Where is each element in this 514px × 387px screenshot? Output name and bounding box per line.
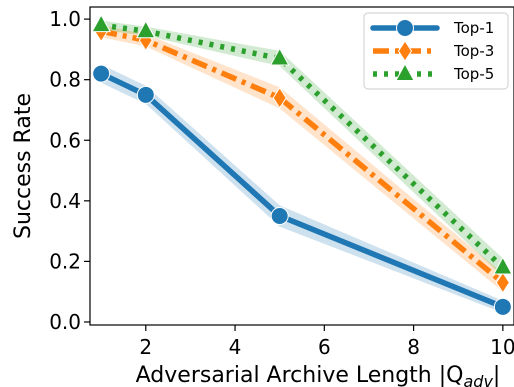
top-5-line [100, 22, 505, 270]
top-1-band [101, 64, 503, 313]
y-tick-label: 0.0 [49, 310, 81, 334]
top-1-point [270, 206, 289, 225]
legend-top-1-marker [396, 19, 414, 37]
x-axis-label-subscript: adv [463, 372, 493, 387]
top-5-point [269, 47, 290, 66]
x-tick-label: 8 [407, 335, 420, 359]
plot-frame [89, 6, 514, 326]
top-5-point [135, 20, 156, 39]
x-tick-label: 4 [229, 335, 242, 359]
y-axis-label: Success Rate [11, 93, 36, 239]
y-axis-ticks: 0.0 0.2 0.4 0.6 0.8 1.0 [49, 7, 90, 334]
top-1-line [98, 70, 506, 310]
y-tick-label: 0.6 [49, 128, 81, 152]
top-1-point [92, 64, 111, 83]
y-tick-label: 0.2 [49, 249, 81, 273]
legend: Top-1 Top-3 Top-5 [363, 12, 509, 90]
legend-top-1-label: Top-1 [453, 19, 494, 37]
legend-top-5-label: Top-5 [453, 65, 494, 83]
series-markers [91, 14, 513, 316]
legend-top-3-label: Top-3 [453, 42, 494, 60]
legend-top-5-marker [395, 62, 415, 81]
top-3-line [100, 28, 505, 285]
legend-top-3-marker [397, 40, 413, 62]
y-tick-label: 0.4 [49, 189, 81, 213]
top-1-point [136, 85, 155, 104]
top-5-point [492, 256, 513, 275]
x-tick-label: 6 [318, 335, 331, 359]
x-tick-label: 2 [139, 335, 152, 359]
top-5-point [91, 14, 112, 33]
y-tick-label: 1.0 [49, 7, 81, 31]
y-tick-label: 0.8 [49, 68, 81, 92]
top-1-point [493, 297, 512, 316]
top-5-band [101, 20, 503, 277]
top-3-point [272, 86, 287, 109]
series-lines [98, 22, 506, 310]
x-axis-label: Adversarial Archive Length |Qadv| [136, 363, 501, 387]
x-axis-label-end: | [493, 363, 500, 387]
top-3-point [495, 271, 510, 294]
x-axis-ticks: 2 4 6 8 10 [139, 325, 514, 359]
x-tick-label: 10 [490, 335, 514, 359]
